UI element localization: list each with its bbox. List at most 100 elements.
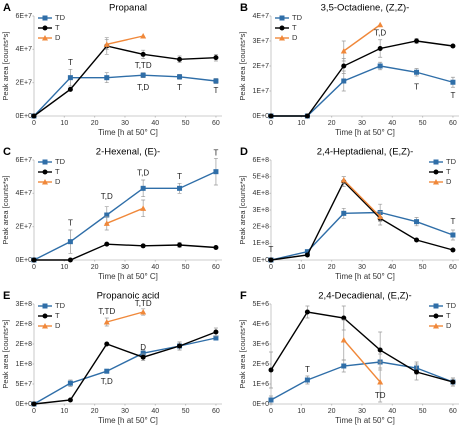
marker bbox=[67, 257, 73, 263]
marker bbox=[340, 48, 347, 54]
marker bbox=[377, 213, 384, 220]
annotation: T bbox=[213, 148, 218, 157]
y-tick-label: 2E+6 bbox=[252, 361, 269, 368]
y-tick-label: 4E+7 bbox=[252, 13, 269, 20]
x-tick-label: 50 bbox=[419, 264, 427, 271]
series-line bbox=[343, 339, 381, 383]
marker bbox=[140, 354, 146, 360]
legend-marker bbox=[42, 323, 48, 329]
y-tick-label: 0E+0 bbox=[252, 257, 269, 264]
x-tick-label: 20 bbox=[91, 408, 99, 415]
y-axis-label: Peak area [counts*s] bbox=[1, 175, 10, 244]
x-tick-label: 20 bbox=[328, 408, 336, 415]
y-tick-label: 2E+7 bbox=[15, 80, 32, 87]
x-tick-label: 0 bbox=[269, 408, 273, 415]
series-line bbox=[271, 40, 454, 117]
panel-label: A bbox=[3, 2, 11, 14]
legend-label: D bbox=[446, 177, 452, 186]
x-tick-label: 10 bbox=[60, 120, 68, 127]
y-tick-label: 4E+7 bbox=[15, 46, 32, 53]
marker bbox=[377, 347, 383, 353]
y-tick-label: 3E+6 bbox=[252, 341, 269, 348]
x-tick-label: 40 bbox=[151, 120, 159, 127]
marker bbox=[140, 243, 146, 249]
marker bbox=[103, 319, 110, 325]
annotation: T bbox=[450, 217, 455, 226]
x-tick-label: 50 bbox=[182, 120, 190, 127]
marker bbox=[177, 343, 183, 349]
marker bbox=[177, 56, 183, 62]
annotation: T,D bbox=[101, 192, 113, 201]
annotation: T bbox=[177, 172, 182, 181]
x-axis-label: Time [h at 50° C] bbox=[335, 416, 395, 425]
series-line bbox=[270, 211, 454, 261]
legend-label: T bbox=[446, 167, 451, 176]
marker bbox=[213, 335, 219, 341]
y-axis-label: Peak area [counts*s] bbox=[238, 31, 247, 100]
marker bbox=[268, 397, 274, 403]
series-line bbox=[270, 361, 454, 401]
y-tick-label: 2E+7 bbox=[252, 63, 269, 70]
x-tick-label: 0 bbox=[32, 264, 36, 271]
marker bbox=[140, 350, 146, 356]
x-tick-label: 50 bbox=[419, 408, 427, 415]
series-line bbox=[33, 45, 216, 117]
marker bbox=[414, 369, 420, 375]
series-line bbox=[33, 331, 217, 405]
x-tick-label: 60 bbox=[212, 408, 220, 415]
x-tick-label: 40 bbox=[388, 408, 396, 415]
marker bbox=[377, 46, 383, 51]
annotation: T,TD bbox=[135, 61, 152, 70]
marker bbox=[67, 75, 73, 81]
y-tick-label: 5E+7 bbox=[15, 381, 32, 388]
x-tick-label: 10 bbox=[297, 120, 305, 127]
marker bbox=[414, 219, 420, 225]
y-axis-label: Peak area [counts*s] bbox=[1, 319, 10, 388]
y-tick-label: 6E+7 bbox=[15, 157, 32, 164]
marker bbox=[341, 63, 347, 69]
y-axis-label: Peak area [counts*s] bbox=[1, 31, 10, 100]
legend-marker bbox=[42, 15, 48, 21]
annotation: T bbox=[177, 83, 182, 92]
marker bbox=[213, 169, 219, 175]
x-tick-label: 10 bbox=[297, 408, 305, 415]
marker bbox=[140, 51, 146, 57]
legend-label: TD bbox=[55, 157, 66, 166]
panel-label: D bbox=[240, 146, 248, 158]
marker bbox=[67, 239, 73, 245]
annotation: D bbox=[140, 343, 146, 352]
y-tick-label: 0E+0 bbox=[15, 257, 32, 264]
marker bbox=[213, 55, 219, 61]
marker bbox=[304, 249, 310, 255]
annotation: T bbox=[305, 365, 310, 374]
marker bbox=[140, 185, 146, 191]
annotation: T bbox=[68, 218, 73, 227]
series-line bbox=[106, 207, 144, 224]
x-tick-label: 20 bbox=[328, 120, 336, 127]
x-tick-label: 30 bbox=[358, 408, 366, 415]
y-tick-label: 5E+6 bbox=[252, 301, 269, 308]
x-tick-label: 30 bbox=[121, 408, 129, 415]
legend-marker bbox=[433, 323, 439, 329]
x-tick-label: 40 bbox=[388, 264, 396, 271]
marker bbox=[304, 113, 310, 119]
x-tick-label: 30 bbox=[358, 120, 366, 127]
x-tick-label: 60 bbox=[449, 120, 457, 127]
legend-label: D bbox=[55, 321, 61, 330]
x-tick-label: 50 bbox=[419, 120, 427, 127]
annotation: T bbox=[414, 82, 419, 91]
series-line bbox=[343, 179, 381, 218]
y-tick-label: 4E+6 bbox=[252, 321, 269, 328]
y-axis-label: Peak area [counts*s] bbox=[238, 175, 247, 244]
y-tick-label: 0E+0 bbox=[15, 113, 32, 120]
marker bbox=[304, 252, 310, 258]
series-line bbox=[33, 171, 217, 261]
marker bbox=[414, 69, 420, 75]
marker bbox=[31, 257, 37, 263]
x-tick-label: 60 bbox=[449, 264, 457, 271]
legend-label: TD bbox=[55, 301, 66, 310]
legend-marker bbox=[279, 25, 285, 31]
series-line bbox=[270, 180, 454, 261]
legend-marker bbox=[279, 35, 285, 41]
